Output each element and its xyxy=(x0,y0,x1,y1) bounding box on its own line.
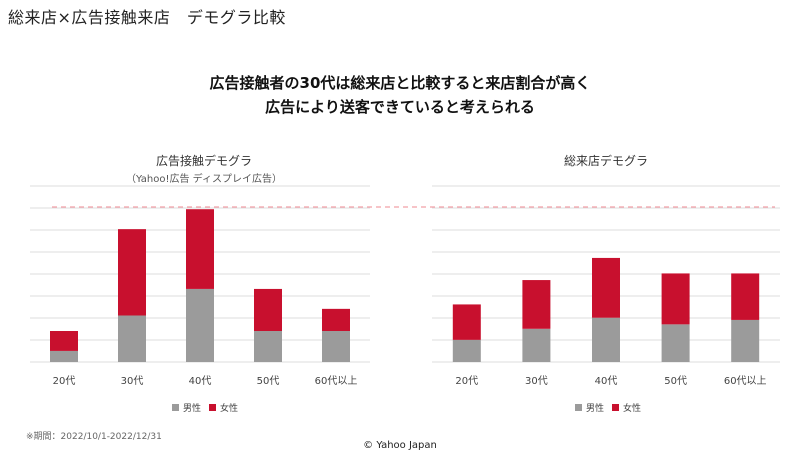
left-chart-title: 広告接触デモグラ xyxy=(155,154,252,168)
bar-female-2 xyxy=(522,280,551,329)
bar-female-3 xyxy=(186,209,214,289)
x-tick-label: 30代 xyxy=(121,375,144,387)
legend-swatch-male xyxy=(172,404,179,411)
bar-female-5 xyxy=(731,273,760,320)
footnote: ※期間：2022/10/1-2022/12/31 xyxy=(26,432,162,442)
bar-male-1 xyxy=(452,339,481,362)
charts-canvas: 20代 30代 40代 50代 60代以上 20代 30代 40代 50代 60代以上 xyxy=(30,185,780,387)
bar-female-5 xyxy=(322,308,350,331)
legend-swatch-female xyxy=(612,404,620,411)
bar-female-1 xyxy=(452,304,481,340)
left-chart: 20代 30代 40代 50代 60代以上 xyxy=(30,185,370,387)
left-chart-subtitle: （Yahoo!広告 ディスプレイ広告） xyxy=(126,174,282,185)
bar-male-4 xyxy=(661,324,690,362)
legend-swatch-female xyxy=(209,404,217,411)
x-tick-label: 50代 xyxy=(257,375,280,387)
bar-male-4 xyxy=(254,331,282,362)
bar-male-5 xyxy=(731,319,760,362)
bar-male-2 xyxy=(522,328,551,362)
bar-female-4 xyxy=(254,288,282,331)
bar-male-5 xyxy=(322,331,350,362)
right-legend: 男性 女性 xyxy=(575,401,641,414)
legend-label-male: 男性 xyxy=(586,404,605,414)
page-title: 総来店×広告接触来店 デモグラ比較 xyxy=(8,8,286,27)
bar-male-2 xyxy=(118,315,146,362)
headline-line-2: 広告により送客できていると考えられる xyxy=(265,98,535,116)
bar-male-1 xyxy=(50,350,78,362)
bar-female-2 xyxy=(118,229,146,316)
x-tick-label: 20代 xyxy=(455,375,478,387)
x-tick-label: 60代以上 xyxy=(724,375,767,387)
right-chart-title: 総来店デモグラ xyxy=(563,154,648,168)
x-tick-label: 60代以上 xyxy=(315,375,358,387)
legend-label-male: 男性 xyxy=(183,404,202,414)
x-tick-label: 30代 xyxy=(525,375,548,387)
bar-female-1 xyxy=(50,331,78,351)
legend-swatch-male xyxy=(575,404,582,411)
x-tick-label: 40代 xyxy=(189,375,212,387)
x-tick-label: 20代 xyxy=(53,375,76,387)
copyright: © Yahoo Japan xyxy=(363,440,437,451)
legend-label-female: 女性 xyxy=(220,404,239,414)
bar-female-4 xyxy=(661,273,690,325)
bar-female-3 xyxy=(592,257,620,318)
left-legend: 男性 女性 xyxy=(172,401,238,414)
legend-label-female: 女性 xyxy=(623,404,642,414)
right-chart: 20代 30代 40代 50代 60代以上 xyxy=(432,185,780,387)
x-tick-label: 50代 xyxy=(664,375,687,387)
bar-male-3 xyxy=(186,288,214,362)
headline-line-1: 広告接触者の30代は総来店と比較すると来店割合が高く xyxy=(209,74,591,92)
bar-male-3 xyxy=(592,317,620,362)
x-tick-label: 40代 xyxy=(595,375,618,387)
